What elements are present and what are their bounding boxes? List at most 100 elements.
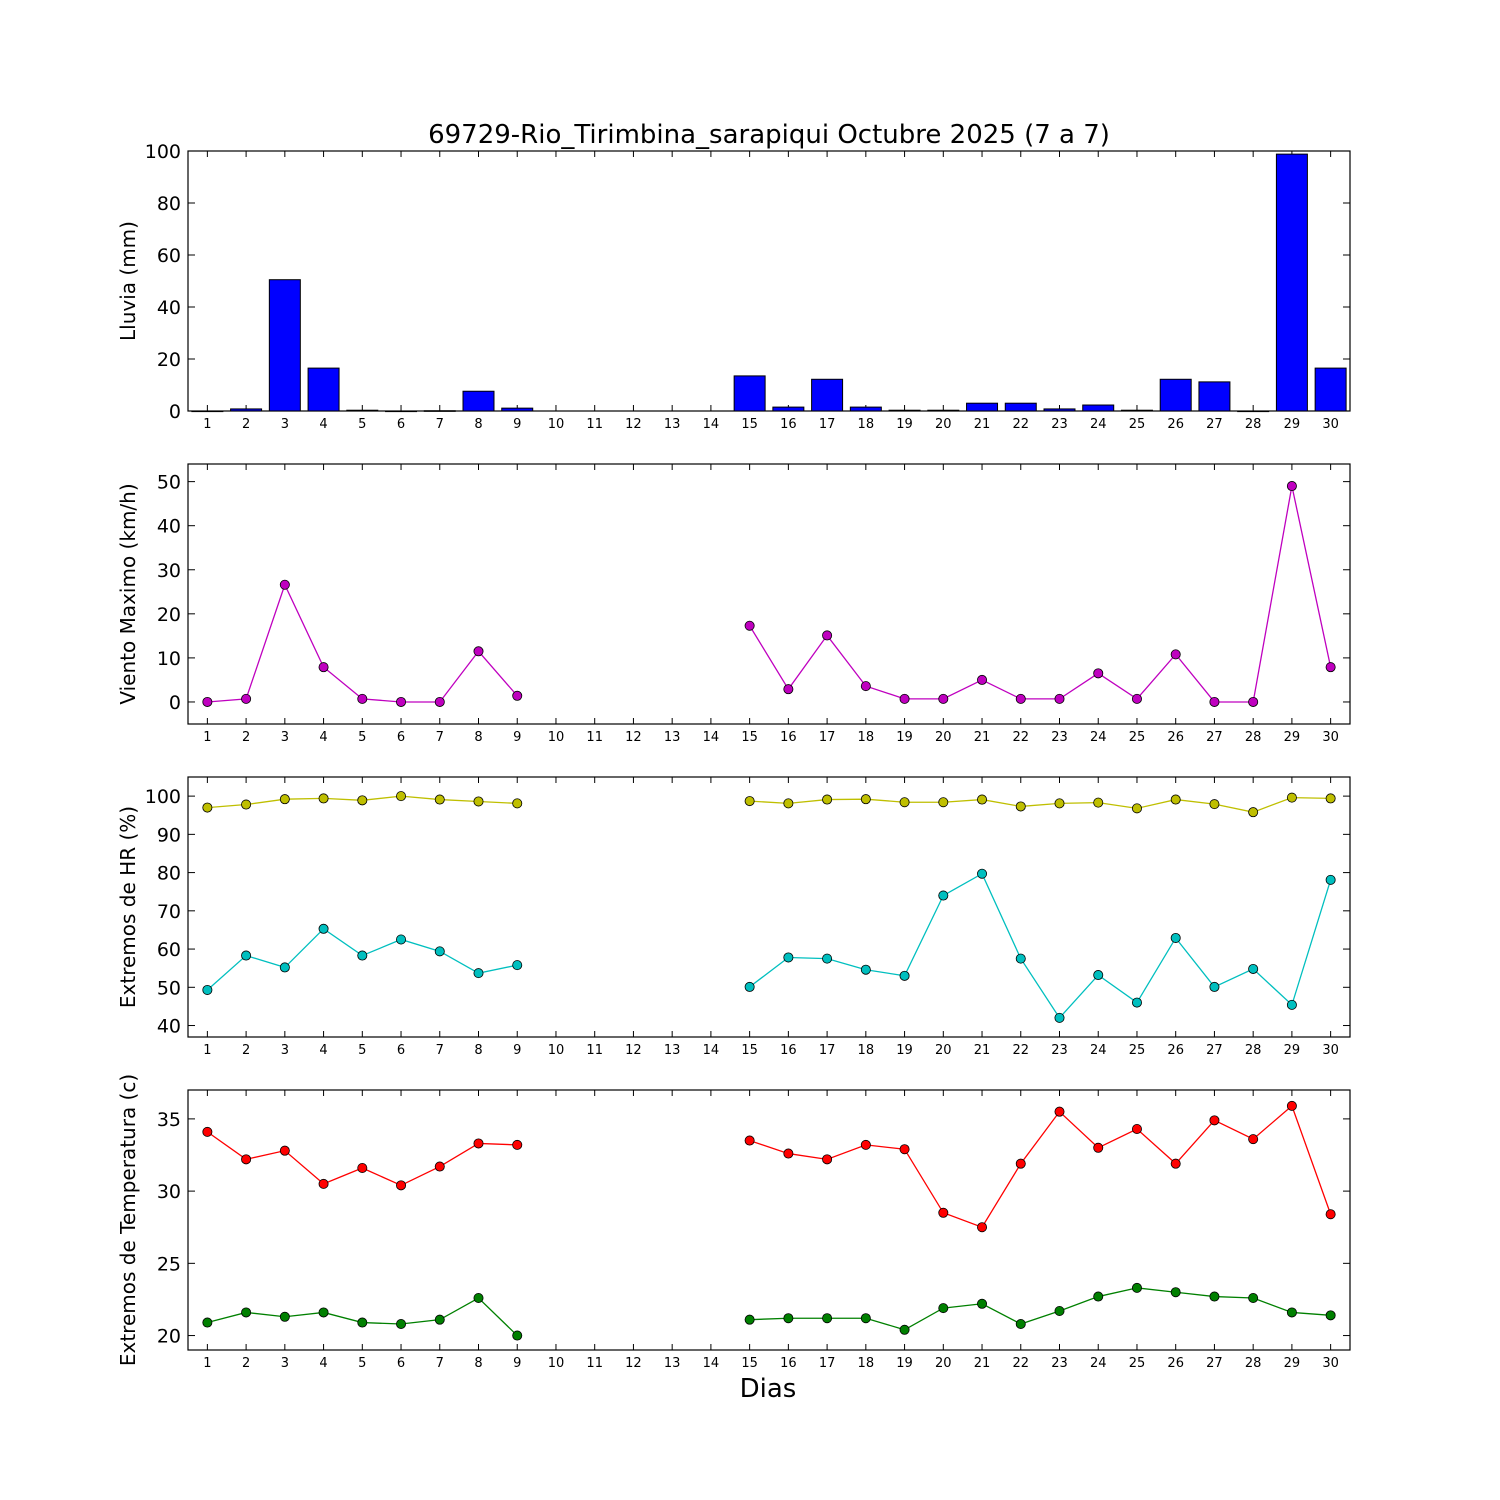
x-tick-label: 18 <box>858 417 875 432</box>
x-tick-label: 7 <box>436 1356 444 1371</box>
x-tick-label: 1 <box>203 1043 211 1058</box>
x-tick-label: 3 <box>281 1356 289 1371</box>
data-series <box>202 791 1336 818</box>
data-point <box>860 681 871 692</box>
data-point <box>783 798 794 809</box>
x-tick-label: 11 <box>586 417 603 432</box>
data-point <box>938 693 949 704</box>
x-tick-label: 7 <box>436 1043 444 1058</box>
x-tick-label: 23 <box>1051 730 1068 745</box>
x-tick-label: 25 <box>1129 417 1146 432</box>
data-point <box>1325 874 1336 885</box>
data-point <box>822 630 833 641</box>
data-point <box>1170 794 1181 805</box>
data-point <box>1054 1306 1065 1317</box>
x-tick-label: 24 <box>1090 730 1107 745</box>
data-point <box>977 674 988 685</box>
x-tick-label: 5 <box>358 1356 366 1371</box>
x-tick-label: 5 <box>358 417 366 432</box>
x-tick-label: 7 <box>436 730 444 745</box>
x-tick-label: 23 <box>1051 1356 1068 1371</box>
data-point <box>512 1330 523 1341</box>
data-series <box>202 1282 1336 1341</box>
x-tick-label: 6 <box>397 730 405 745</box>
y-tick-label: 40 <box>157 297 181 319</box>
data-point <box>202 984 213 995</box>
x-tick-label: 1 <box>203 417 211 432</box>
x-tick-label: 30 <box>1322 1356 1339 1371</box>
y-axis-label: Extremos de HR (%) <box>116 806 140 1008</box>
data-point <box>1286 481 1297 492</box>
data-point <box>318 662 329 673</box>
data-point <box>1325 1310 1336 1321</box>
x-tick-label: 25 <box>1129 1043 1146 1058</box>
x-tick-label: 26 <box>1167 730 1184 745</box>
data-point <box>1209 981 1220 992</box>
data-point <box>357 950 368 961</box>
data-point <box>1015 953 1026 964</box>
x-tick-label: 28 <box>1245 1356 1262 1371</box>
x-tick-label: 14 <box>703 417 720 432</box>
x-tick-label: 4 <box>319 417 327 432</box>
data-point <box>202 1126 213 1137</box>
x-tick-label: 15 <box>741 417 758 432</box>
x-tick-label: 24 <box>1090 1356 1107 1371</box>
data-point <box>860 794 871 805</box>
x-tick-label: 12 <box>625 417 642 432</box>
data-point <box>1131 803 1142 814</box>
x-tick-label: 6 <box>397 1356 405 1371</box>
x-tick-label: 29 <box>1284 1043 1301 1058</box>
x-tick-label: 2 <box>242 417 250 432</box>
data-point <box>822 794 833 805</box>
y-tick-label: 20 <box>157 604 181 626</box>
x-tick-label: 27 <box>1206 1356 1223 1371</box>
data-point <box>1325 793 1336 804</box>
x-tick-label: 22 <box>1012 1356 1029 1371</box>
series-line <box>749 872 1332 1019</box>
data-point <box>396 1180 407 1191</box>
y-tick-label: 20 <box>157 349 181 371</box>
data-point <box>1325 662 1336 673</box>
x-tick-label: 29 <box>1284 417 1301 432</box>
chart-title: 69729-Rio_Tirimbina_sarapiqui Octubre 20… <box>428 120 1110 150</box>
series-line <box>749 1287 1331 1331</box>
data-point <box>241 693 252 704</box>
data-point <box>1093 1291 1104 1302</box>
data-point <box>822 1313 833 1324</box>
x-tick-label: 29 <box>1284 730 1301 745</box>
y-tick-label: 10 <box>157 648 181 670</box>
data-point <box>279 1311 290 1322</box>
x-tick-label: 11 <box>586 730 603 745</box>
y-tick-label: 0 <box>169 692 181 714</box>
x-axis-label: Dias <box>740 1374 797 1404</box>
x-tick-label: 9 <box>513 417 521 432</box>
rain-bar <box>1043 408 1076 412</box>
x-tick-label: 12 <box>625 1043 642 1058</box>
data-point <box>1131 693 1142 704</box>
plot-frame <box>187 1089 1351 1351</box>
x-tick-label: 21 <box>974 1043 991 1058</box>
data-point <box>1286 792 1297 803</box>
plot-frame <box>187 463 1351 725</box>
x-tick-label: 10 <box>548 417 565 432</box>
plot-frame <box>187 150 1351 412</box>
rain-bar <box>1198 381 1231 412</box>
y-tick-label: 35 <box>157 1109 181 1131</box>
data-point <box>938 1207 949 1218</box>
data-point <box>1209 799 1220 810</box>
data-point <box>783 684 794 695</box>
x-tick-label: 2 <box>242 730 250 745</box>
data-point <box>396 934 407 945</box>
data-point <box>977 1222 988 1233</box>
rain-bar <box>462 390 495 412</box>
data-point <box>512 960 523 971</box>
data-point <box>899 797 910 808</box>
data-point <box>1170 649 1181 660</box>
data-point <box>744 1314 755 1325</box>
x-tick-label: 20 <box>935 417 952 432</box>
x-tick-label: 26 <box>1167 417 1184 432</box>
data-point <box>977 868 988 879</box>
y-tick-label: 60 <box>157 245 181 267</box>
data-point <box>473 968 484 979</box>
x-tick-label: 20 <box>935 1043 952 1058</box>
